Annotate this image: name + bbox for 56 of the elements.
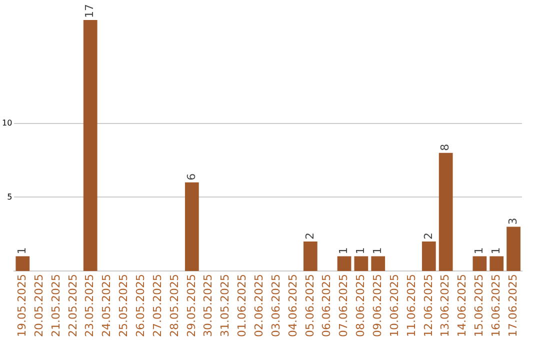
x-tick-label: 21.05.2025 bbox=[49, 274, 62, 338]
bar bbox=[184, 182, 199, 272]
x-tick-label: 23.05.2025 bbox=[83, 274, 96, 338]
x-tick-label: 15.06.2025 bbox=[472, 274, 486, 338]
bar bbox=[422, 241, 436, 272]
data-label: 8 bbox=[438, 144, 452, 151]
x-tick-label: 28.05.2025 bbox=[168, 274, 181, 338]
bar bbox=[303, 241, 318, 272]
data-label: 6 bbox=[184, 173, 198, 180]
x-tick-label: 02.06.2025 bbox=[252, 274, 266, 338]
bar bbox=[83, 20, 98, 272]
x-tick-label: 24.05.2025 bbox=[100, 274, 114, 338]
y-tick-label: 5 bbox=[7, 192, 12, 202]
x-tick-label: 22.05.2025 bbox=[66, 274, 80, 338]
x-tick-label: 09.06.2025 bbox=[370, 274, 384, 338]
x-tick-label: 11.06.2025 bbox=[404, 274, 418, 338]
x-tick-label: 07.06.2025 bbox=[337, 274, 350, 338]
data-label: 3 bbox=[506, 218, 520, 225]
x-tick-label: 25.05.2025 bbox=[117, 274, 130, 338]
x-tick-label: 17.06.2025 bbox=[506, 274, 520, 338]
bar bbox=[472, 256, 487, 272]
x-tick-label: 03.06.2025 bbox=[269, 274, 282, 338]
data-label: 1 bbox=[16, 247, 29, 254]
x-tick-label: 16.06.2025 bbox=[489, 274, 502, 338]
x-tick-label: 26.05.2025 bbox=[134, 274, 147, 338]
x-tick-label: 19.05.2025 bbox=[16, 274, 29, 338]
x-tick-label: 04.06.2025 bbox=[286, 274, 300, 338]
y-tick-label: 10 bbox=[2, 118, 12, 128]
x-tick-label: 30.05.2025 bbox=[202, 274, 215, 338]
x-tick-label: 20.05.2025 bbox=[32, 274, 46, 338]
x-tick-label: 13.06.2025 bbox=[438, 274, 452, 338]
x-tick-label: 06.06.2025 bbox=[320, 274, 334, 338]
data-label: 1 bbox=[472, 247, 486, 254]
bar bbox=[506, 226, 520, 272]
x-tick-label: 01.06.2025 bbox=[236, 274, 249, 338]
data-label: 1 bbox=[337, 247, 350, 254]
bar bbox=[354, 256, 368, 272]
x-tick-label: 31.05.2025 bbox=[218, 274, 232, 338]
x-tick-label: 14.06.2025 bbox=[456, 274, 469, 338]
data-label: 1 bbox=[354, 247, 368, 254]
bar bbox=[371, 256, 386, 272]
x-tick-label: 10.06.2025 bbox=[388, 274, 401, 338]
x-tick-label: 05.06.2025 bbox=[303, 274, 316, 338]
x-tick-label: 12.06.2025 bbox=[422, 274, 435, 338]
data-label: 2 bbox=[303, 232, 316, 240]
data-label: 1 bbox=[370, 247, 384, 254]
x-tick-label: 08.06.2025 bbox=[354, 274, 368, 338]
data-label: 17 bbox=[83, 4, 96, 18]
data-label: 1 bbox=[489, 247, 502, 254]
x-tick-label: 27.05.2025 bbox=[150, 274, 164, 338]
bar bbox=[490, 256, 504, 272]
x-tick-label: 29.05.2025 bbox=[184, 274, 198, 338]
bar bbox=[337, 256, 352, 272]
data-label: 2 bbox=[422, 232, 435, 240]
bar bbox=[438, 152, 453, 272]
bar bbox=[16, 256, 30, 272]
